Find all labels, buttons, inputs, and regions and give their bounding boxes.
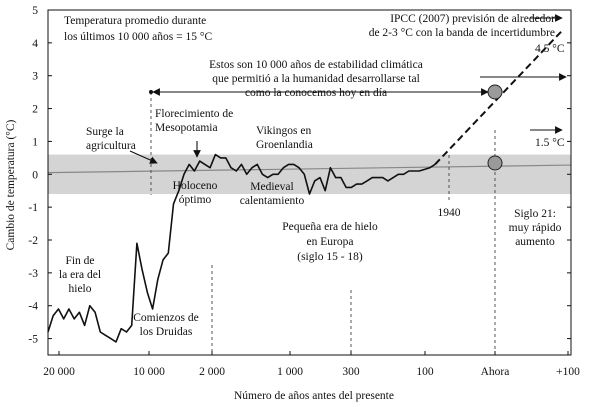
label-4-5: 4.5 °C bbox=[535, 43, 565, 55]
label-siglo-21-line-3: aumento bbox=[515, 236, 555, 248]
plot-frame bbox=[47, 9, 572, 356]
label-surge-agricultura-line-1: Surge la bbox=[86, 126, 124, 138]
x-tick-label-4: 1 000 bbox=[277, 366, 303, 378]
label-vikingos-line-2: Groenlandia bbox=[256, 139, 313, 151]
label-mesopotamia-line-1: Florecimiento de bbox=[155, 108, 233, 120]
title-left-line-2: los últimos 10 000 años = 15 °C bbox=[64, 31, 212, 43]
stability-start-dot bbox=[149, 90, 153, 94]
y-tick-label-4: -2 bbox=[28, 235, 38, 247]
x-tick-label-8: +100 bbox=[556, 366, 580, 378]
y-tick-label-7: 1 bbox=[32, 136, 38, 148]
x-tick-label-3: 2 000 bbox=[199, 366, 225, 378]
stability-note-line-3: como la conocemos hoy en día bbox=[245, 87, 387, 99]
ticks-layer: -5 -4 -3 -2 -1 0 1 2 3 4 5 20 000 10 000 2 000 1 000 30… bbox=[28, 5, 580, 378]
y-tick-label-6: 0 bbox=[32, 169, 38, 181]
uncertainty-band bbox=[48, 154, 571, 194]
label-druidas-line-2: los Druidas bbox=[140, 326, 193, 338]
y-tick-label-5: -1 bbox=[28, 202, 38, 214]
y-tick-label-8: 2 bbox=[32, 104, 38, 116]
label-medieval-line-2: calentamiento bbox=[240, 195, 305, 207]
label-vikingos-line-1: Vikingos en bbox=[256, 125, 311, 137]
x-tick-label-7: Ahora bbox=[481, 366, 510, 378]
label-holoceno-line-2: óptimo bbox=[179, 194, 212, 206]
label-1-5: 1.5 °C bbox=[535, 137, 565, 149]
label-medieval-line-1: Medieval bbox=[250, 181, 293, 193]
y-tick-label-3: -3 bbox=[28, 268, 38, 280]
label-mesopotamia-line-2: Mesopotamia bbox=[155, 122, 218, 134]
plot-frame-layer bbox=[47, 9, 572, 356]
projection-marker-high bbox=[487, 84, 503, 100]
ipcc-note-line-2: de 2-3 °C con la banda de incertidumbre bbox=[369, 27, 555, 39]
label-pequena-era-line-1: Pequeña era de hielo bbox=[282, 221, 378, 233]
label-siglo-21-line-1: Siglo 21: bbox=[514, 208, 556, 220]
ipcc-note-line-1: IPCC (2007) previsión de alrededor bbox=[390, 13, 555, 25]
label-surge-agricultura-line-2: agricultura bbox=[86, 140, 136, 152]
y-axis-title: Cambio de temperatura (°C) bbox=[5, 119, 17, 250]
label-holoceno-line-1: Holoceno bbox=[173, 180, 218, 192]
y-tick-label-11: 5 bbox=[32, 5, 38, 17]
y-tick-label-10: 4 bbox=[32, 38, 38, 50]
baseline-trend-line bbox=[47, 164, 572, 174]
x-axis-title: Número de años antes del presente bbox=[234, 390, 394, 402]
y-tick-label-9: 3 bbox=[32, 71, 38, 83]
x-tick-label-1: 20 000 bbox=[43, 366, 75, 378]
label-fin-era-hielo-line-1: Fin de bbox=[65, 255, 94, 267]
label-fin-era-hielo-line-2: la era del bbox=[59, 269, 101, 281]
uncertainty-band-layer bbox=[47, 154, 572, 194]
label-siglo-21-line-2: muy rápido bbox=[509, 222, 562, 234]
label-1940: 1940 bbox=[438, 207, 461, 219]
annotations-layer: Temperatura promedio durante los últimos … bbox=[59, 13, 567, 338]
stability-note-line-2: que permitió a la humanidad desarrollars… bbox=[212, 73, 420, 85]
y-tick-label-1: -5 bbox=[28, 334, 38, 346]
label-fin-era-hielo-line-3: hielo bbox=[69, 283, 92, 295]
x-tick-label-2: 10 000 bbox=[133, 366, 165, 378]
x-tick-label-5: 300 bbox=[342, 366, 360, 378]
label-pequena-era-line-2: en Europa bbox=[307, 236, 354, 248]
temperature-line bbox=[47, 153, 436, 343]
projection-marker-low bbox=[487, 155, 503, 171]
label-druidas-line-1: Comienzos de bbox=[133, 312, 198, 324]
title-left-line-1: Temperatura promedio durante bbox=[64, 15, 206, 27]
agricultura-arrow bbox=[129, 150, 158, 164]
data-layer bbox=[47, 29, 564, 343]
y-tick-label-2: -4 bbox=[28, 301, 38, 313]
x-tick-label-6: 100 bbox=[416, 366, 434, 378]
stability-note-line-1: Estos son 10 000 años de estabilidad cli… bbox=[209, 59, 423, 71]
label-pequena-era-line-3: (siglo 15 - 18) bbox=[297, 251, 363, 263]
